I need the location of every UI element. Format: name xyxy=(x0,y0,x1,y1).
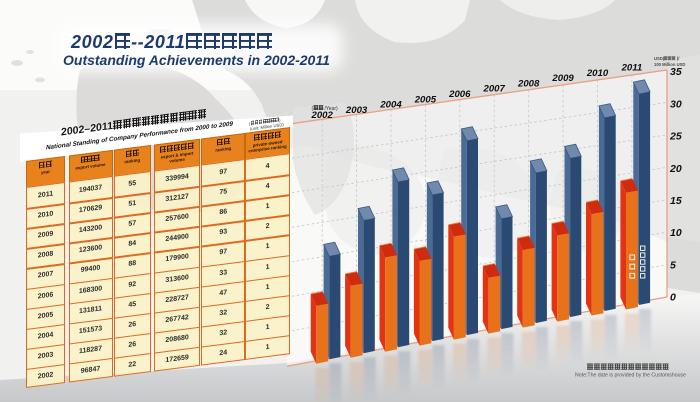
svg-text:2008: 2008 xyxy=(517,79,540,90)
svg-text:)/: )/ xyxy=(677,56,680,61)
svg-text:2003: 2003 xyxy=(345,105,368,116)
svg-text:30: 30 xyxy=(670,98,682,110)
svg-text:100 Million USD: 100 Million USD xyxy=(654,62,685,67)
svg-text:2007: 2007 xyxy=(483,84,506,95)
svg-text:35: 35 xyxy=(670,66,682,78)
svg-text:/Year): /Year) xyxy=(325,106,338,112)
svg-text:(: ( xyxy=(312,106,314,112)
svg-text:2006: 2006 xyxy=(448,89,471,100)
svg-text:2004: 2004 xyxy=(379,100,402,111)
svg-text:2009: 2009 xyxy=(551,73,574,84)
svg-text:2002: 2002 xyxy=(311,110,334,121)
svg-text:USD(: USD( xyxy=(654,56,665,61)
svg-text:10: 10 xyxy=(670,227,682,239)
svg-text:0: 0 xyxy=(670,292,676,304)
svg-text:15: 15 xyxy=(670,195,682,207)
svg-text:25: 25 xyxy=(669,131,682,143)
svg-text:Note:The date is provided by t: Note:The date is provided by the Customs… xyxy=(575,373,686,379)
svg-text:20: 20 xyxy=(669,163,682,175)
svg-text:2011: 2011 xyxy=(621,63,643,74)
svg-text:2005: 2005 xyxy=(414,94,437,105)
svg-text:5: 5 xyxy=(670,259,676,271)
svg-text:2010: 2010 xyxy=(586,68,609,79)
